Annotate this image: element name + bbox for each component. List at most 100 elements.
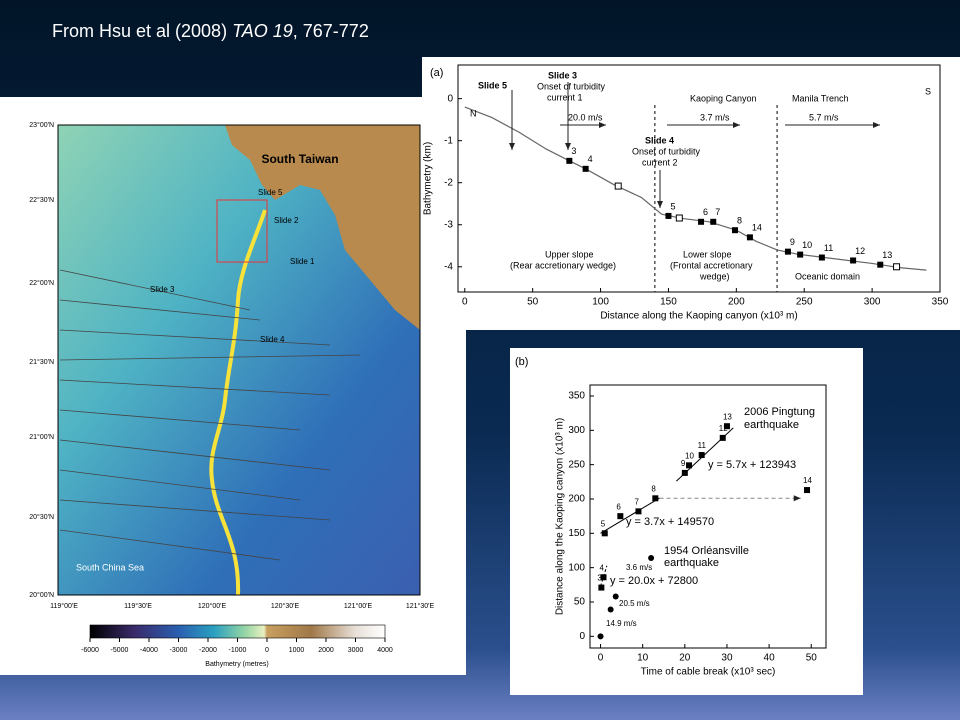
- lon-tick-label: 119°00'E: [50, 602, 78, 610]
- annotation: 2006 Pingtung: [744, 406, 815, 418]
- annotation: N: [470, 108, 477, 118]
- open-point: [893, 263, 901, 271]
- y-tick-label: 0: [447, 93, 453, 104]
- point-label: 7: [634, 497, 639, 506]
- y-axis-label: Distance along the Kaoping canyon (x10³ …: [555, 418, 566, 615]
- point-label: 13: [723, 412, 732, 421]
- place-label: South China Sea: [76, 562, 144, 572]
- x-tick-label: 300: [864, 297, 881, 308]
- canyon-path: [209, 209, 267, 596]
- x-tick-label: 0: [598, 653, 604, 664]
- y-tick-label: -1: [444, 135, 453, 146]
- annotation: 20.5 m/s: [619, 599, 650, 608]
- fit-line: [600, 497, 660, 534]
- colorbar-tick-label: -1000: [229, 647, 247, 654]
- x-tick-label: 200: [728, 297, 745, 308]
- station-point: [797, 251, 804, 258]
- x-tick-label: 150: [660, 297, 677, 308]
- annotation: current 1: [547, 92, 583, 102]
- square-point: [804, 487, 811, 494]
- station-label: 6: [703, 207, 708, 217]
- chart-b: 0 10 20 30 40 50 0 50 100 150 200 250 300 350 Time of …: [510, 348, 863, 695]
- colorbar-tick-label: 1000: [289, 647, 305, 654]
- colorbar-tick-label: 2000: [318, 647, 334, 654]
- lon-tick-label: 121°00'E: [344, 602, 373, 610]
- annotation: Slide 3: [548, 70, 577, 80]
- station-point: [731, 227, 738, 234]
- point-label: 11: [698, 441, 707, 450]
- chart-panel: [510, 348, 863, 695]
- square-point: [723, 423, 730, 430]
- colorbar-tick-label: -5000: [111, 647, 129, 654]
- annotation: Onset of turbidity: [537, 81, 606, 91]
- station-label: 4: [588, 154, 593, 164]
- x-axis-label: Distance along the Kaoping canyon (x10³ …: [600, 311, 797, 322]
- annotation: 3.7 m/s: [700, 112, 730, 122]
- annotation: Lower slope: [683, 249, 732, 259]
- land: [225, 125, 420, 330]
- annotation: Slide 4: [645, 135, 674, 145]
- station-point: [784, 248, 791, 255]
- square-point: [617, 513, 624, 520]
- station-point: [746, 234, 753, 241]
- x-tick-label: 250: [796, 297, 813, 308]
- x-tick-label: 40: [764, 653, 776, 664]
- station-label: 12: [855, 246, 865, 256]
- slide-label: Slide 2: [274, 216, 299, 225]
- slide-label: Slide 5: [258, 188, 283, 197]
- square-point: [652, 495, 659, 502]
- slide-label: Slide 3: [150, 285, 175, 294]
- y-axis-label: Bathymetry (km): [423, 142, 434, 215]
- point-label: 8: [651, 484, 656, 493]
- station-label: 14: [752, 223, 762, 233]
- square-point: [686, 462, 693, 469]
- colorbar-tick-label: -6000: [81, 647, 99, 654]
- station-point: [850, 257, 857, 264]
- y-tick-label: 300: [568, 425, 585, 436]
- open-point: [614, 182, 622, 190]
- station-point: [582, 165, 589, 172]
- inset-box: [216, 199, 268, 263]
- circle-point: [612, 593, 619, 600]
- annotation: (Rear accretionary wedge): [510, 260, 616, 270]
- station-label: 10: [802, 240, 812, 250]
- colorbar-tick-label: -2000: [199, 647, 217, 654]
- place-label: South Taiwan: [261, 152, 338, 166]
- lat-tick-label: 21°30'N: [29, 358, 54, 366]
- y-tick-label: 100: [568, 562, 585, 573]
- colorbar-tick-label: 0: [265, 647, 269, 654]
- point-label: 14: [803, 476, 812, 485]
- annotation: earthquake: [664, 557, 719, 569]
- y-tick-label: -2: [444, 177, 453, 188]
- square-point: [719, 434, 726, 441]
- station-label: 3: [571, 146, 576, 156]
- lat-tick-label: 22°30'N: [29, 196, 54, 204]
- station-point: [566, 157, 573, 164]
- x-tick-label: 50: [527, 297, 539, 308]
- y-tick-label: 0: [579, 631, 585, 642]
- annotation: wedge): [699, 271, 730, 281]
- annotation: 5.7 m/s: [809, 112, 839, 122]
- square-point: [598, 584, 605, 591]
- x-tick-label: 50: [806, 653, 818, 664]
- y-tick-label: 50: [574, 597, 586, 608]
- y-tick-label: 250: [568, 459, 585, 470]
- annotation: 1954 Orléansville: [664, 545, 749, 557]
- colorbar-label: Bathymetry (metres): [205, 661, 268, 668]
- lon-tick-label: 120°00'E: [198, 602, 227, 610]
- y-tick-label: -4: [444, 261, 453, 272]
- annotation: Kaoping Canyon: [690, 93, 757, 103]
- station-label: 11: [824, 243, 833, 253]
- lon-tick-label: 120°30'E: [271, 602, 300, 610]
- x-tick-label: 30: [721, 653, 733, 664]
- square-point: [681, 469, 688, 476]
- panel-label: (b): [515, 356, 528, 368]
- colorbar-tick-label: 3000: [348, 647, 364, 654]
- colorbar-tick-label: 4000: [377, 647, 393, 654]
- point-label: 10: [685, 451, 694, 460]
- y-tick-label: 350: [568, 391, 585, 402]
- square-point: [635, 508, 642, 515]
- y-tick-label: 200: [568, 494, 585, 505]
- colorbar-tick-label: -3000: [170, 647, 188, 654]
- circle-point: [648, 555, 655, 562]
